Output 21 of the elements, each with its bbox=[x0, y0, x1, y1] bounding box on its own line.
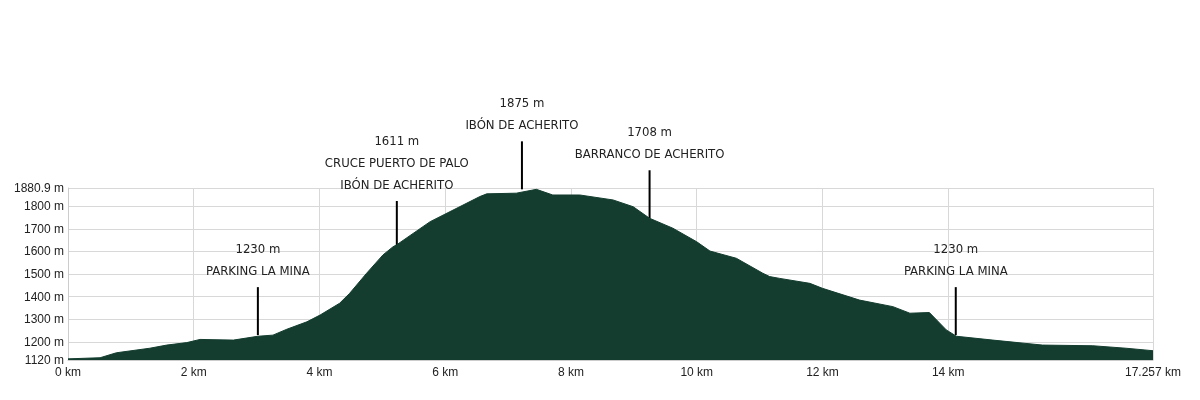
x-tick-label: 17.257 km bbox=[1124, 365, 1182, 379]
x-tick-label: 6 km bbox=[432, 365, 459, 379]
y-tick-label: 1300 m bbox=[23, 312, 64, 327]
x-tick-label: 12 km bbox=[806, 365, 839, 379]
y-tick-label: 1500 m bbox=[23, 267, 64, 282]
x-tick-label: 0 km bbox=[54, 365, 82, 379]
y-tick-label: 1120 m bbox=[24, 353, 64, 367]
y-tick-label: 1600 m bbox=[23, 244, 64, 259]
y-tick-label: 1400 m bbox=[23, 289, 64, 304]
annotation: 1611 m CRUCE PUERTO DE PALO IBÓN DE ACHERITO bbox=[324, 132, 469, 192]
x-tick-label: 4 km bbox=[306, 365, 333, 379]
y-tick-label: 1700 m bbox=[23, 221, 64, 236]
annotation: 1230 m PARKING LA MINA bbox=[205, 240, 310, 278]
x-tick-label: 8 km bbox=[557, 365, 584, 379]
y-tick-label: 1200 m bbox=[23, 334, 64, 349]
y-tick-label: 1880.9 m bbox=[13, 181, 64, 195]
x-tick-label: 2 km bbox=[180, 365, 207, 379]
annotation: 1230 m PARKING LA MINA bbox=[903, 240, 1008, 278]
x-tick-label: 10 km bbox=[680, 365, 714, 379]
y-tick-label: 1800 m bbox=[23, 199, 64, 214]
x-tick-label: 14 km bbox=[931, 365, 965, 379]
